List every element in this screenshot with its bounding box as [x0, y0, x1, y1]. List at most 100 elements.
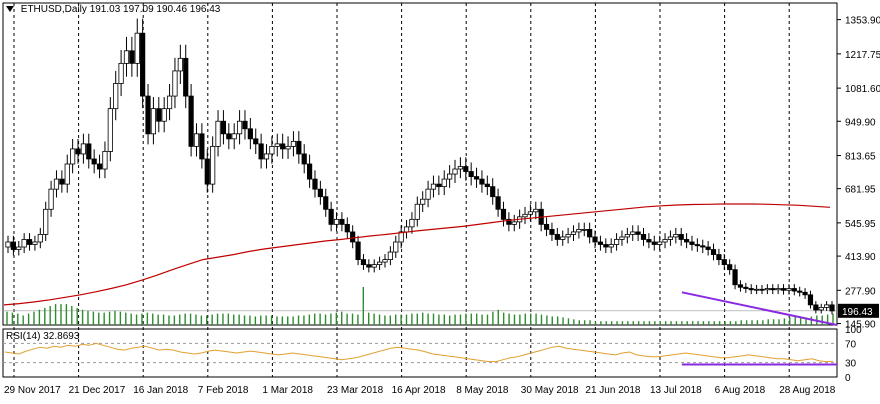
candle-body: [317, 188, 323, 198]
candle-body: [107, 108, 113, 152]
candle-body: [737, 284, 744, 288]
candle-body: [619, 236, 625, 240]
candle-body: [377, 261, 383, 266]
candle-body: [743, 286, 749, 289]
candle-body: [759, 288, 765, 291]
candle-body: [797, 290, 803, 293]
candle-body: [269, 145, 275, 155]
candle-body: [102, 151, 108, 170]
candle-body: [447, 173, 453, 180]
candle-body: [26, 239, 33, 245]
candle-body: [581, 229, 587, 231]
date-label: 21 Dec 2017: [69, 385, 126, 396]
price-tick-label: 545.95: [845, 219, 876, 230]
candle-body: [603, 244, 609, 248]
candle-body: [511, 221, 517, 225]
ohlc-values: 191.03 197.09 190.46 196.43: [89, 4, 221, 15]
candle-body: [592, 236, 598, 243]
candle-body: [333, 218, 340, 225]
candle-body: [231, 133, 237, 140]
candle-body: [360, 259, 367, 266]
date-label: 16 Apr 2018: [392, 385, 446, 396]
candle-body: [764, 288, 770, 291]
candle-body: [430, 183, 437, 190]
symbol-dropdown-icon[interactable]: [6, 6, 14, 13]
candle-body: [791, 288, 797, 292]
rsi-scale-label: 0: [845, 373, 851, 384]
candle-body: [312, 178, 318, 190]
candle-body: [134, 32, 140, 64]
price-tick-label: 413.90: [845, 252, 876, 263]
candle-body: [301, 153, 307, 165]
candle-body: [802, 291, 808, 296]
candle-body: [86, 143, 92, 160]
candle-body: [522, 213, 528, 218]
candle-body: [727, 264, 733, 271]
candle-body: [371, 264, 377, 268]
candle-body: [247, 128, 253, 140]
candle-body: [140, 32, 146, 97]
candle-body: [64, 163, 70, 185]
candle-body: [10, 241, 16, 250]
candle-body: [807, 294, 814, 306]
candle-body: [754, 288, 760, 291]
candle-body: [818, 306, 824, 311]
candle-body: [113, 83, 119, 110]
candle-body: [172, 70, 178, 97]
candle-body: [344, 223, 350, 233]
date-label: 29 Nov 2017: [4, 385, 61, 396]
candle-body: [694, 244, 700, 247]
chart-header: ETHUSD,Daily 191.03 197.09 190.46 196.43: [6, 4, 220, 15]
candle-body: [640, 234, 647, 240]
candle-body: [570, 231, 577, 235]
candle-body: [420, 198, 426, 205]
candle-body: [145, 95, 151, 135]
date-label: 7 Feb 2018: [198, 385, 249, 396]
candle-body: [16, 246, 22, 250]
candle-body: [366, 264, 372, 268]
candle-body: [425, 188, 431, 200]
candle-body: [657, 241, 663, 245]
candle-body: [387, 251, 393, 260]
candle-body: [59, 178, 65, 185]
candle-body: [441, 178, 447, 188]
candle-body: [220, 120, 227, 135]
candle-body: [43, 208, 49, 235]
candle-body: [549, 229, 555, 235]
candle-body: [183, 57, 189, 97]
date-label: 1 Mar 2018: [262, 385, 313, 396]
candle-body: [70, 148, 76, 165]
candle-body: [484, 183, 490, 188]
candle-body: [215, 120, 221, 147]
rsi-scale-label: 100: [845, 325, 862, 336]
candle-body: [75, 148, 81, 155]
candle-body: [156, 108, 162, 122]
candle-body: [786, 288, 792, 291]
candle-body: [662, 239, 668, 243]
candle-body: [452, 168, 458, 175]
candle-body: [824, 304, 830, 308]
candle-body: [829, 304, 835, 312]
candle-body: [161, 108, 167, 122]
candle-body: [37, 234, 43, 243]
candle-body: [188, 95, 194, 147]
price-tick-label: 1217.75: [845, 50, 880, 61]
candle-body: [274, 143, 280, 147]
candle-body: [775, 288, 781, 291]
candle-body: [96, 163, 103, 170]
candle-body: [770, 288, 776, 291]
candle-body: [716, 254, 722, 260]
candle-body: [500, 208, 507, 220]
candle-body: [123, 50, 130, 64]
candle-body: [689, 241, 695, 245]
candle-body: [678, 234, 684, 240]
candle-body: [732, 269, 738, 286]
candle-body: [479, 178, 485, 185]
candle-body: [705, 246, 711, 250]
candle-body: [721, 259, 727, 266]
candle-body: [533, 208, 539, 213]
candle-body: [457, 166, 463, 170]
date-label: 6 Aug 2018: [715, 385, 766, 396]
